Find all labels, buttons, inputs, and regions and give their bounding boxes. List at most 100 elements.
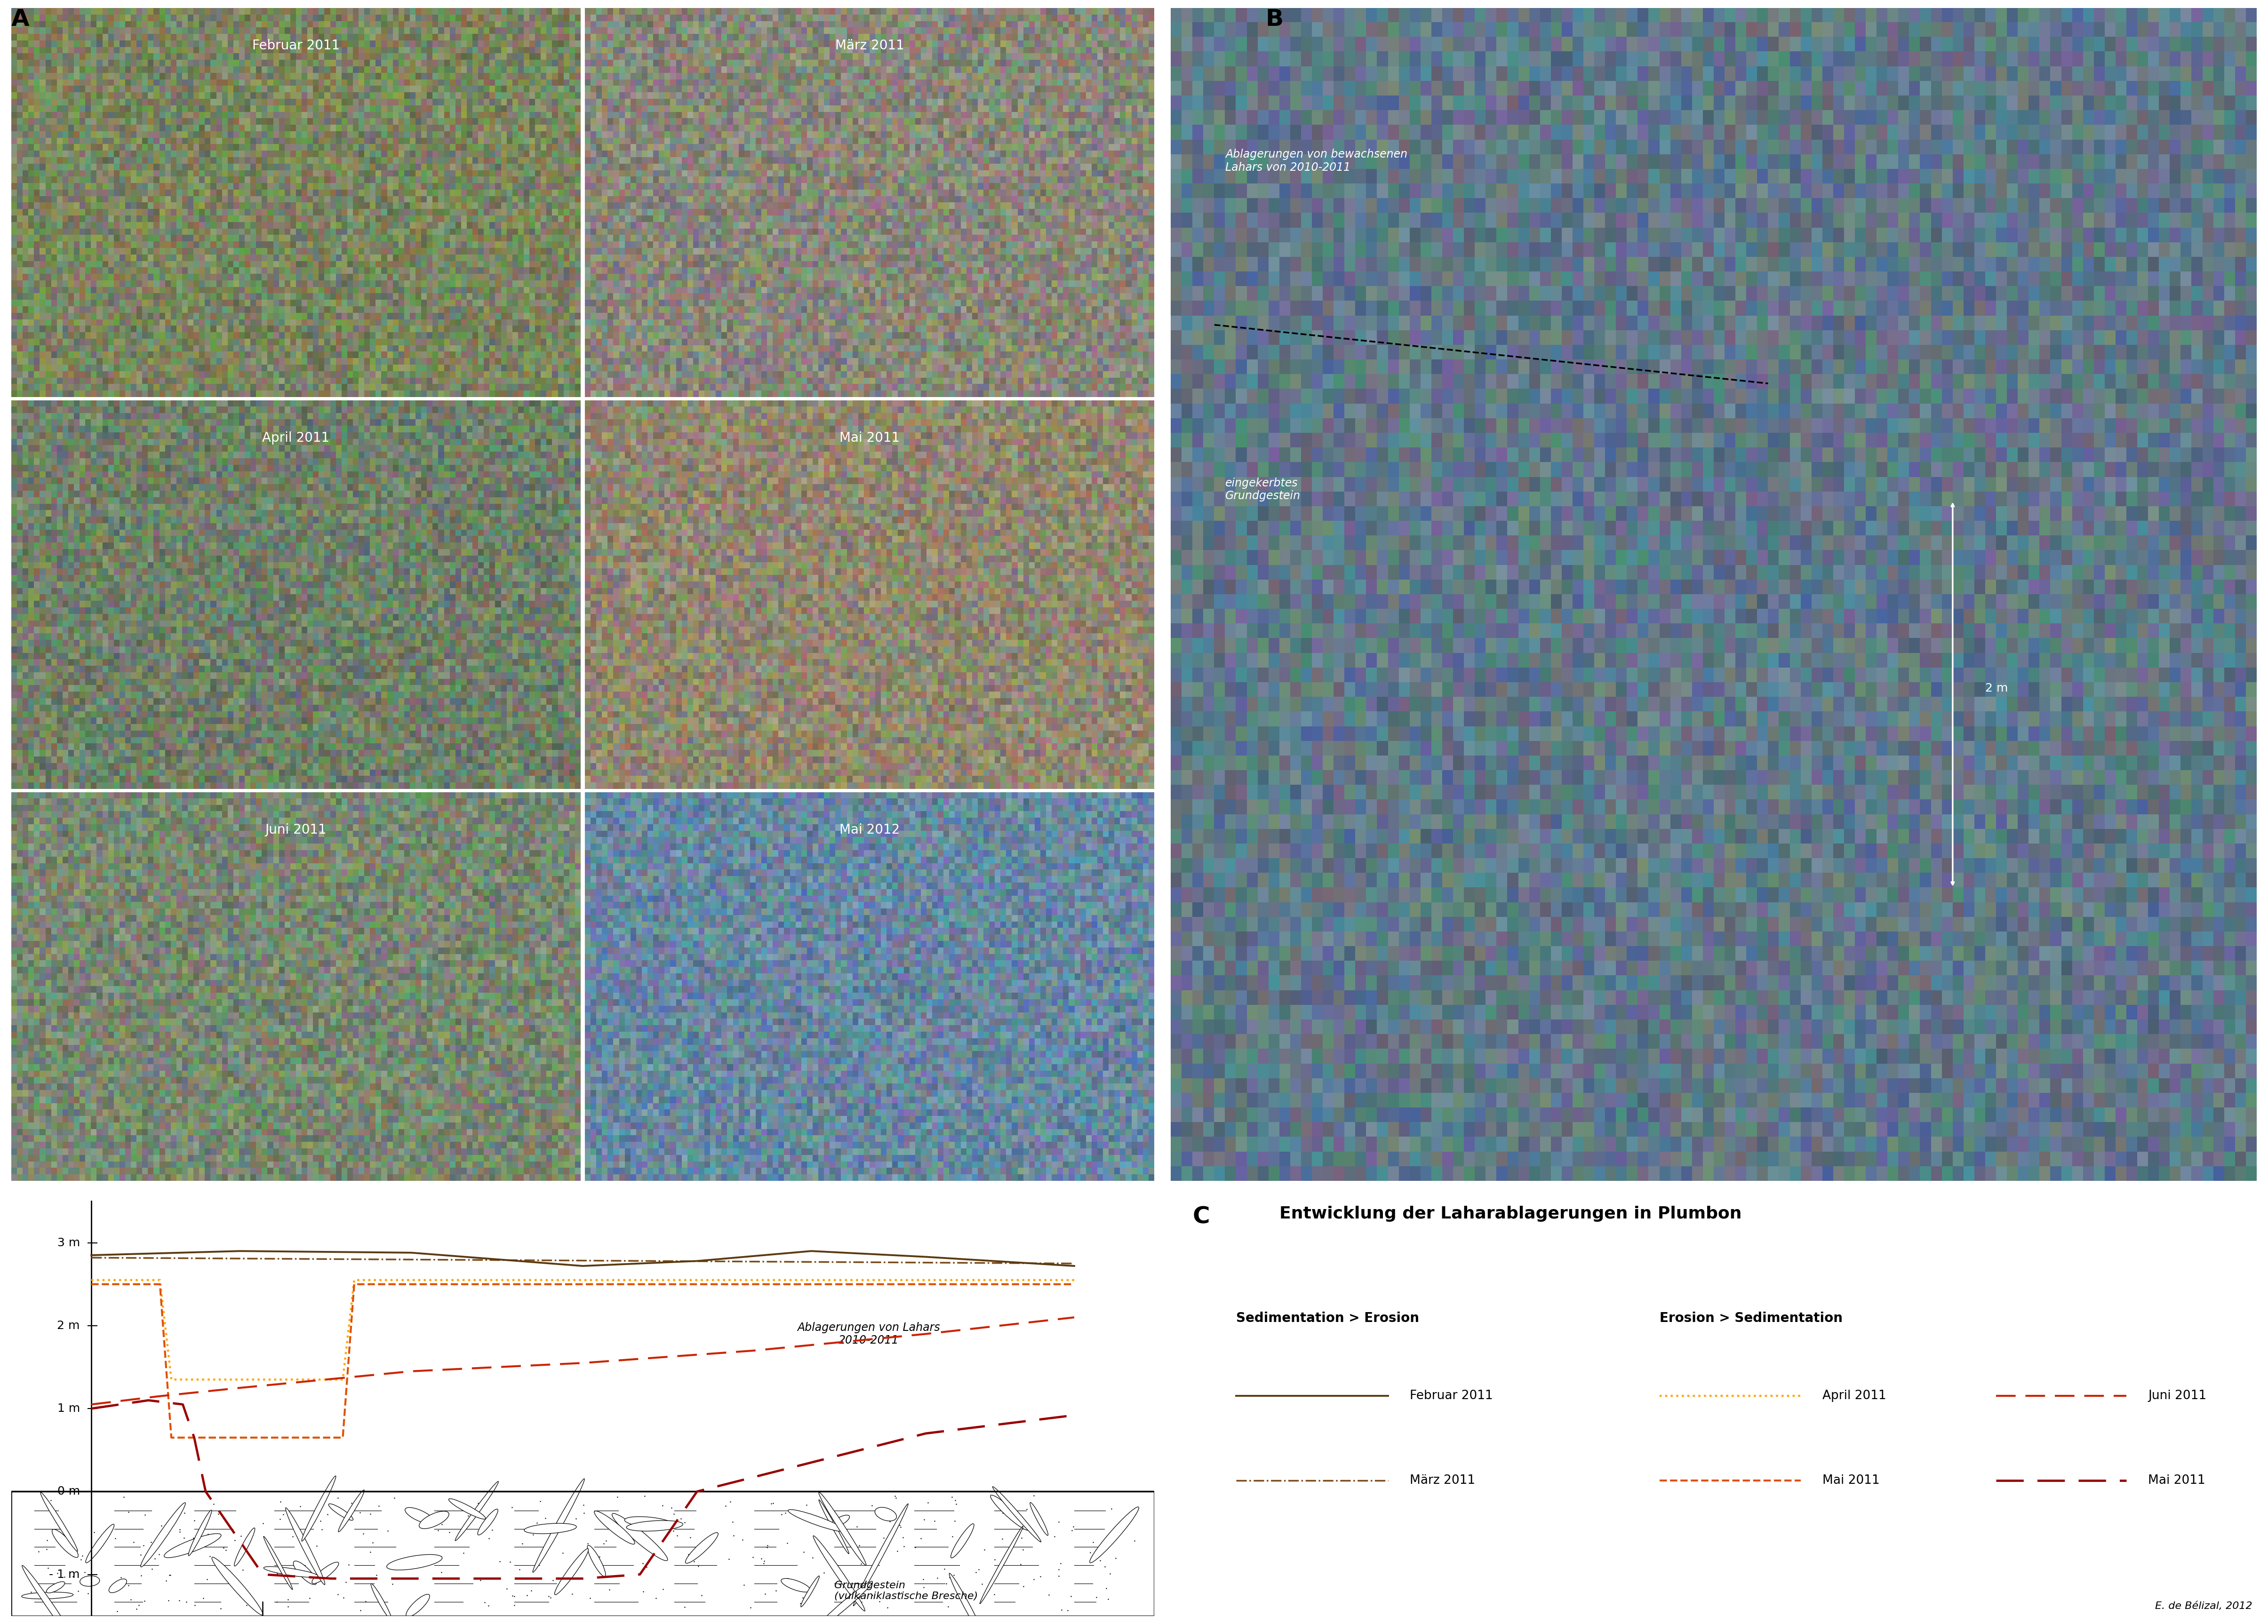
Point <box>1091 1561 1127 1587</box>
Point <box>513 1579 549 1605</box>
Point <box>270 1593 306 1619</box>
Point <box>735 1544 771 1570</box>
Point <box>152 1562 188 1588</box>
Ellipse shape <box>780 1579 810 1592</box>
Point <box>934 1562 971 1588</box>
Ellipse shape <box>950 1523 973 1557</box>
Point <box>299 1533 336 1559</box>
Point <box>195 1491 231 1517</box>
Text: C: C <box>1193 1205 1209 1228</box>
Ellipse shape <box>293 1561 318 1585</box>
Point <box>64 1546 100 1572</box>
Point <box>885 1580 921 1606</box>
Point <box>191 1543 227 1569</box>
Point <box>624 1551 660 1577</box>
Point <box>342 1499 379 1525</box>
Point <box>898 1535 934 1561</box>
Point <box>494 1494 531 1520</box>
Point <box>411 1502 447 1528</box>
Point <box>284 1553 320 1579</box>
Point <box>1043 1551 1080 1577</box>
Point <box>710 1546 746 1572</box>
Point <box>1016 1567 1052 1593</box>
Point <box>1055 1514 1091 1540</box>
Point <box>134 1556 170 1582</box>
Point <box>460 1491 497 1517</box>
Ellipse shape <box>875 1507 896 1522</box>
Point <box>553 1580 590 1606</box>
Point <box>587 1528 624 1554</box>
Point <box>161 1541 197 1567</box>
Point <box>814 1515 850 1541</box>
Ellipse shape <box>329 1504 354 1520</box>
Point <box>424 1510 460 1536</box>
Point <box>1075 1528 1111 1554</box>
Point <box>839 1572 875 1598</box>
Point <box>342 1598 379 1624</box>
Ellipse shape <box>980 1527 1023 1605</box>
Point <box>592 1577 628 1603</box>
Ellipse shape <box>313 1562 338 1583</box>
Point <box>964 1570 1000 1596</box>
Point <box>361 1492 397 1518</box>
Point <box>658 1523 694 1549</box>
Point <box>655 1501 692 1527</box>
Point <box>186 1585 222 1611</box>
Point <box>102 1564 138 1590</box>
Ellipse shape <box>372 1583 392 1621</box>
Point <box>551 1556 587 1582</box>
Text: A: A <box>11 8 29 31</box>
Point <box>748 1535 785 1561</box>
Point <box>572 1585 608 1611</box>
Point <box>708 1492 744 1518</box>
Point <box>424 1544 460 1570</box>
Point <box>1041 1556 1077 1582</box>
Point <box>1016 1483 1052 1509</box>
Point <box>111 1499 147 1525</box>
Ellipse shape <box>853 1504 907 1606</box>
Text: April 2011: April 2011 <box>263 432 329 445</box>
Point <box>25 1580 61 1606</box>
Point <box>147 1567 184 1593</box>
Text: März 2011: März 2011 <box>1411 1475 1474 1486</box>
Point <box>52 1528 88 1554</box>
Ellipse shape <box>211 1557 263 1614</box>
Text: 2 m: 2 m <box>57 1320 79 1332</box>
Point <box>866 1525 903 1551</box>
Text: E. de Bélizal, 2012: E. de Bélizal, 2012 <box>2155 1601 2252 1611</box>
Point <box>497 1593 533 1619</box>
Point <box>225 1557 261 1583</box>
Ellipse shape <box>801 1575 819 1606</box>
Point <box>626 1483 662 1509</box>
Point <box>565 1492 601 1518</box>
Point <box>508 1582 544 1608</box>
Point <box>653 1494 689 1520</box>
Point <box>188 1567 225 1593</box>
Text: Mai 2011: Mai 2011 <box>2148 1475 2204 1486</box>
Point <box>549 1501 585 1527</box>
Point <box>1002 1551 1039 1577</box>
Point <box>1050 1598 1086 1624</box>
Point <box>785 1585 821 1611</box>
Ellipse shape <box>950 1574 987 1624</box>
Point <box>143 1523 179 1549</box>
Point <box>100 1598 136 1624</box>
Point <box>354 1530 390 1556</box>
Point <box>769 1566 805 1592</box>
Text: Mai 2012: Mai 2012 <box>839 823 900 836</box>
Point <box>320 1582 356 1608</box>
Point <box>1043 1596 1080 1622</box>
Point <box>934 1484 971 1510</box>
Point <box>565 1501 601 1527</box>
Point <box>229 1592 265 1618</box>
Ellipse shape <box>263 1536 293 1590</box>
Text: 3 m: 3 m <box>57 1237 79 1249</box>
Point <box>420 1517 456 1543</box>
Text: - 1 m: - 1 m <box>50 1569 79 1580</box>
Point <box>29 1556 66 1582</box>
Point <box>519 1510 556 1536</box>
Ellipse shape <box>234 1528 254 1566</box>
Point <box>449 1502 485 1528</box>
Point <box>497 1583 533 1609</box>
Ellipse shape <box>41 1492 77 1551</box>
